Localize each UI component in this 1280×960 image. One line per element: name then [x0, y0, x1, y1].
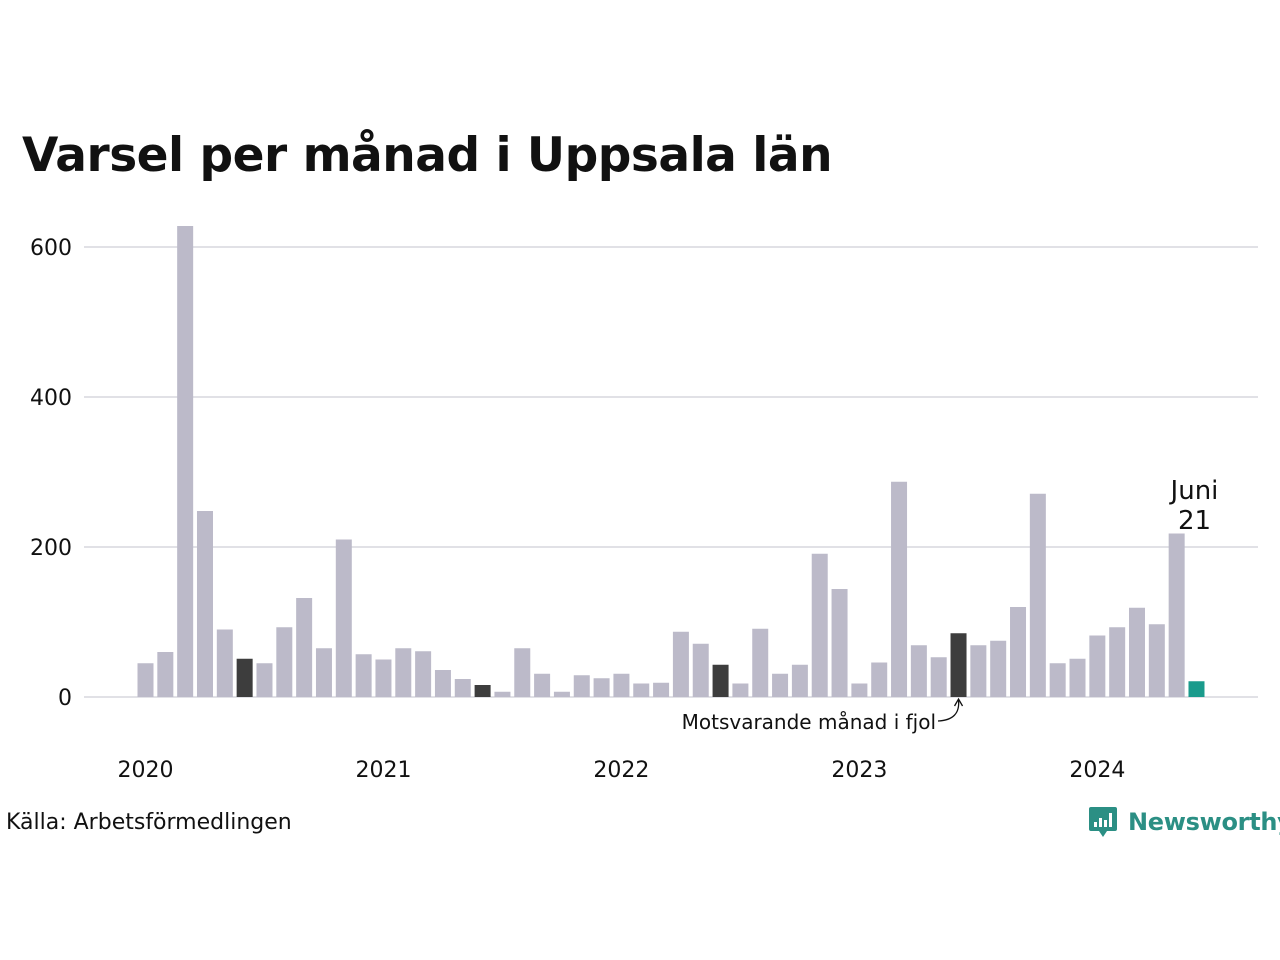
bar-2022-11: [811, 553, 828, 697]
bar-2021-11: [573, 675, 590, 697]
bar-2023-12: [1069, 658, 1086, 697]
bar-2022-04: [672, 631, 689, 697]
bar-2024-06: [1188, 681, 1205, 697]
source-text: Källa: Arbetsförmedlingen: [6, 810, 292, 835]
bar-2023-09: [1010, 607, 1027, 697]
bar-2021-09: [534, 673, 551, 697]
bar-2024-02: [1109, 627, 1126, 697]
same-month-note: Motsvarande månad i fjol: [682, 710, 936, 734]
bar-2020-10: [315, 648, 332, 697]
bar-2020-11: [335, 539, 352, 697]
bar-2024-04: [1148, 624, 1165, 697]
bar-2023-04: [910, 645, 927, 697]
newsworthy-logo-icon: [1089, 807, 1117, 837]
bar-2020-06: [236, 658, 253, 697]
x-tick-label-2020: 2020: [118, 758, 174, 783]
bar-2023-08: [990, 640, 1007, 697]
y-tick-label-0: 0: [58, 686, 72, 711]
x-tick-label-2024: 2024: [1069, 758, 1125, 783]
bar-2023-06: [950, 633, 967, 697]
bar-2022-06: [712, 664, 729, 697]
bars: [137, 226, 1205, 697]
bar-2024-01: [1089, 635, 1106, 697]
same-month-arrow: [937, 699, 960, 722]
x-tick-label-2022: 2022: [593, 758, 649, 783]
bar-2023-07: [970, 645, 987, 697]
bar-2024-03: [1129, 607, 1145, 697]
bar-2021-02: [395, 648, 412, 697]
bar-2021-12: [593, 678, 610, 697]
bar-2020-09: [296, 598, 313, 697]
bar-2021-08: [514, 648, 531, 697]
bar-2022-08: [752, 628, 769, 697]
bar-2022-10: [791, 664, 808, 697]
bar-2023-11: [1049, 663, 1066, 697]
bar-2022-02: [633, 683, 650, 697]
bar-2020-05: [216, 629, 233, 697]
chart-title: Varsel per månad i Uppsala län: [22, 128, 833, 183]
current-month-value: 21: [1178, 506, 1211, 536]
bar-2023-02: [871, 662, 888, 697]
bar-2023-03: [891, 481, 908, 697]
x-tick-label-2023: 2023: [831, 758, 887, 783]
bar-2021-04: [434, 670, 451, 697]
bar-2021-07: [494, 691, 511, 697]
bar-2022-12: [831, 589, 848, 697]
bar-2021-06: [474, 685, 491, 697]
bar-2022-09: [772, 673, 789, 697]
bar-2020-12: [355, 654, 372, 697]
current-month-label: Juni: [1169, 476, 1219, 506]
bar-2021-05: [454, 679, 471, 697]
bar-2023-10: [1029, 493, 1046, 697]
bar-2021-03: [415, 651, 432, 697]
bar-2020-04: [196, 511, 213, 697]
bar-2022-07: [732, 683, 749, 697]
bar-2020-08: [276, 627, 293, 697]
bar-2024-05: [1168, 533, 1185, 697]
y-tick-label-400: 400: [30, 386, 72, 411]
bar-2021-10: [553, 691, 570, 697]
y-axis: 0 200 400 600: [30, 236, 72, 711]
brand-logo[interactable]: Newsworthy: [1088, 804, 1280, 840]
bar-2022-05: [692, 643, 709, 697]
bar-2020-07: [256, 663, 273, 697]
bar-2023-01: [851, 683, 868, 697]
x-axis: 2020 2021 2022 2023 2024: [118, 758, 1126, 783]
bar-2023-05: [930, 657, 947, 697]
same-month-arrowhead: [953, 697, 964, 707]
bar-2022-03: [653, 682, 670, 697]
bar-2020-02: [157, 652, 174, 697]
y-tick-label-200: 200: [30, 536, 72, 561]
brand-name: Newsworthy: [1128, 808, 1280, 836]
y-tick-label-600: 600: [30, 236, 72, 261]
bar-2020-01: [137, 663, 154, 697]
bar-2021-01: [375, 659, 392, 697]
x-tick-label-2021: 2021: [355, 758, 411, 783]
bar-2022-01: [613, 673, 630, 697]
gridlines: [84, 246, 1258, 698]
bar-2020-03: [177, 226, 194, 697]
